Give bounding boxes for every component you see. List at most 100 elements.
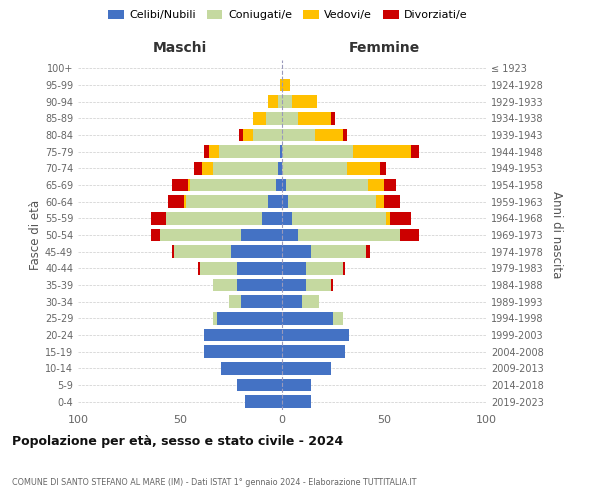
Bar [172, 246, 174, 258]
Bar [282, 279, 307, 291]
Bar [245, 396, 282, 408]
Bar [282, 296, 302, 308]
Bar [282, 362, 331, 374]
Bar [200, 262, 237, 274]
Y-axis label: Fasce di età: Fasce di età [29, 200, 42, 270]
Text: COMUNE DI SANTO STEFANO AL MARE (IM) - Dati ISTAT 1° gennaio 2024 - Elaborazione: COMUNE DI SANTO STEFANO AL MARE (IM) - D… [12, 478, 416, 487]
Bar [298, 229, 400, 241]
Bar [172, 179, 188, 192]
Bar [278, 162, 282, 174]
Bar [282, 129, 314, 141]
Bar [307, 262, 343, 274]
Bar [282, 246, 311, 258]
Bar [343, 262, 345, 274]
Bar [237, 379, 282, 391]
Bar [241, 296, 282, 308]
Bar [221, 362, 282, 374]
Bar [384, 196, 400, 208]
Bar [205, 146, 209, 158]
Bar [280, 79, 282, 92]
Bar [253, 112, 266, 124]
Bar [282, 146, 353, 158]
Bar [286, 179, 368, 192]
Bar [347, 162, 380, 174]
Bar [298, 112, 331, 124]
Bar [243, 129, 253, 141]
Bar [209, 146, 219, 158]
Bar [282, 96, 292, 108]
Bar [282, 346, 345, 358]
Bar [343, 129, 347, 141]
Bar [282, 179, 286, 192]
Bar [282, 112, 298, 124]
Bar [205, 329, 282, 341]
Bar [190, 179, 276, 192]
Bar [278, 96, 282, 108]
Bar [199, 262, 200, 274]
Bar [268, 196, 282, 208]
Bar [307, 279, 331, 291]
Bar [282, 162, 347, 174]
Bar [151, 212, 166, 224]
Bar [237, 279, 282, 291]
Bar [217, 312, 282, 324]
Bar [410, 146, 419, 158]
Bar [184, 196, 186, 208]
Bar [219, 146, 280, 158]
Bar [292, 96, 317, 108]
Bar [205, 346, 282, 358]
Bar [331, 112, 335, 124]
Bar [302, 296, 319, 308]
Bar [333, 312, 343, 324]
Bar [292, 212, 386, 224]
Bar [353, 146, 410, 158]
Bar [188, 179, 190, 192]
Text: Maschi: Maschi [153, 41, 207, 55]
Bar [168, 196, 184, 208]
Bar [282, 212, 292, 224]
Bar [314, 129, 343, 141]
Bar [282, 79, 290, 92]
Bar [212, 162, 278, 174]
Legend: Celibi/Nubili, Coniugati/e, Vedovi/e, Divorziati/e: Celibi/Nubili, Coniugati/e, Vedovi/e, Di… [104, 6, 472, 25]
Bar [276, 179, 282, 192]
Bar [174, 246, 231, 258]
Bar [390, 212, 410, 224]
Bar [239, 129, 243, 141]
Bar [282, 229, 298, 241]
Bar [282, 312, 333, 324]
Bar [194, 162, 202, 174]
Bar [282, 262, 307, 274]
Bar [166, 212, 262, 224]
Bar [282, 329, 349, 341]
Bar [229, 296, 241, 308]
Y-axis label: Anni di nascita: Anni di nascita [550, 192, 563, 278]
Bar [268, 96, 278, 108]
Bar [212, 312, 217, 324]
Bar [212, 279, 237, 291]
Bar [386, 212, 390, 224]
Bar [282, 379, 311, 391]
Text: Femmine: Femmine [349, 41, 419, 55]
Bar [202, 162, 212, 174]
Bar [376, 196, 384, 208]
Bar [237, 262, 282, 274]
Bar [384, 179, 396, 192]
Bar [368, 179, 384, 192]
Bar [380, 162, 386, 174]
Bar [288, 196, 376, 208]
Bar [241, 229, 282, 241]
Bar [282, 196, 288, 208]
Bar [186, 196, 268, 208]
Bar [151, 229, 160, 241]
Bar [400, 229, 419, 241]
Bar [160, 229, 241, 241]
Bar [280, 146, 282, 158]
Bar [266, 112, 282, 124]
Bar [231, 246, 282, 258]
Bar [262, 212, 282, 224]
Bar [331, 279, 333, 291]
Bar [282, 396, 311, 408]
Bar [311, 246, 365, 258]
Bar [253, 129, 282, 141]
